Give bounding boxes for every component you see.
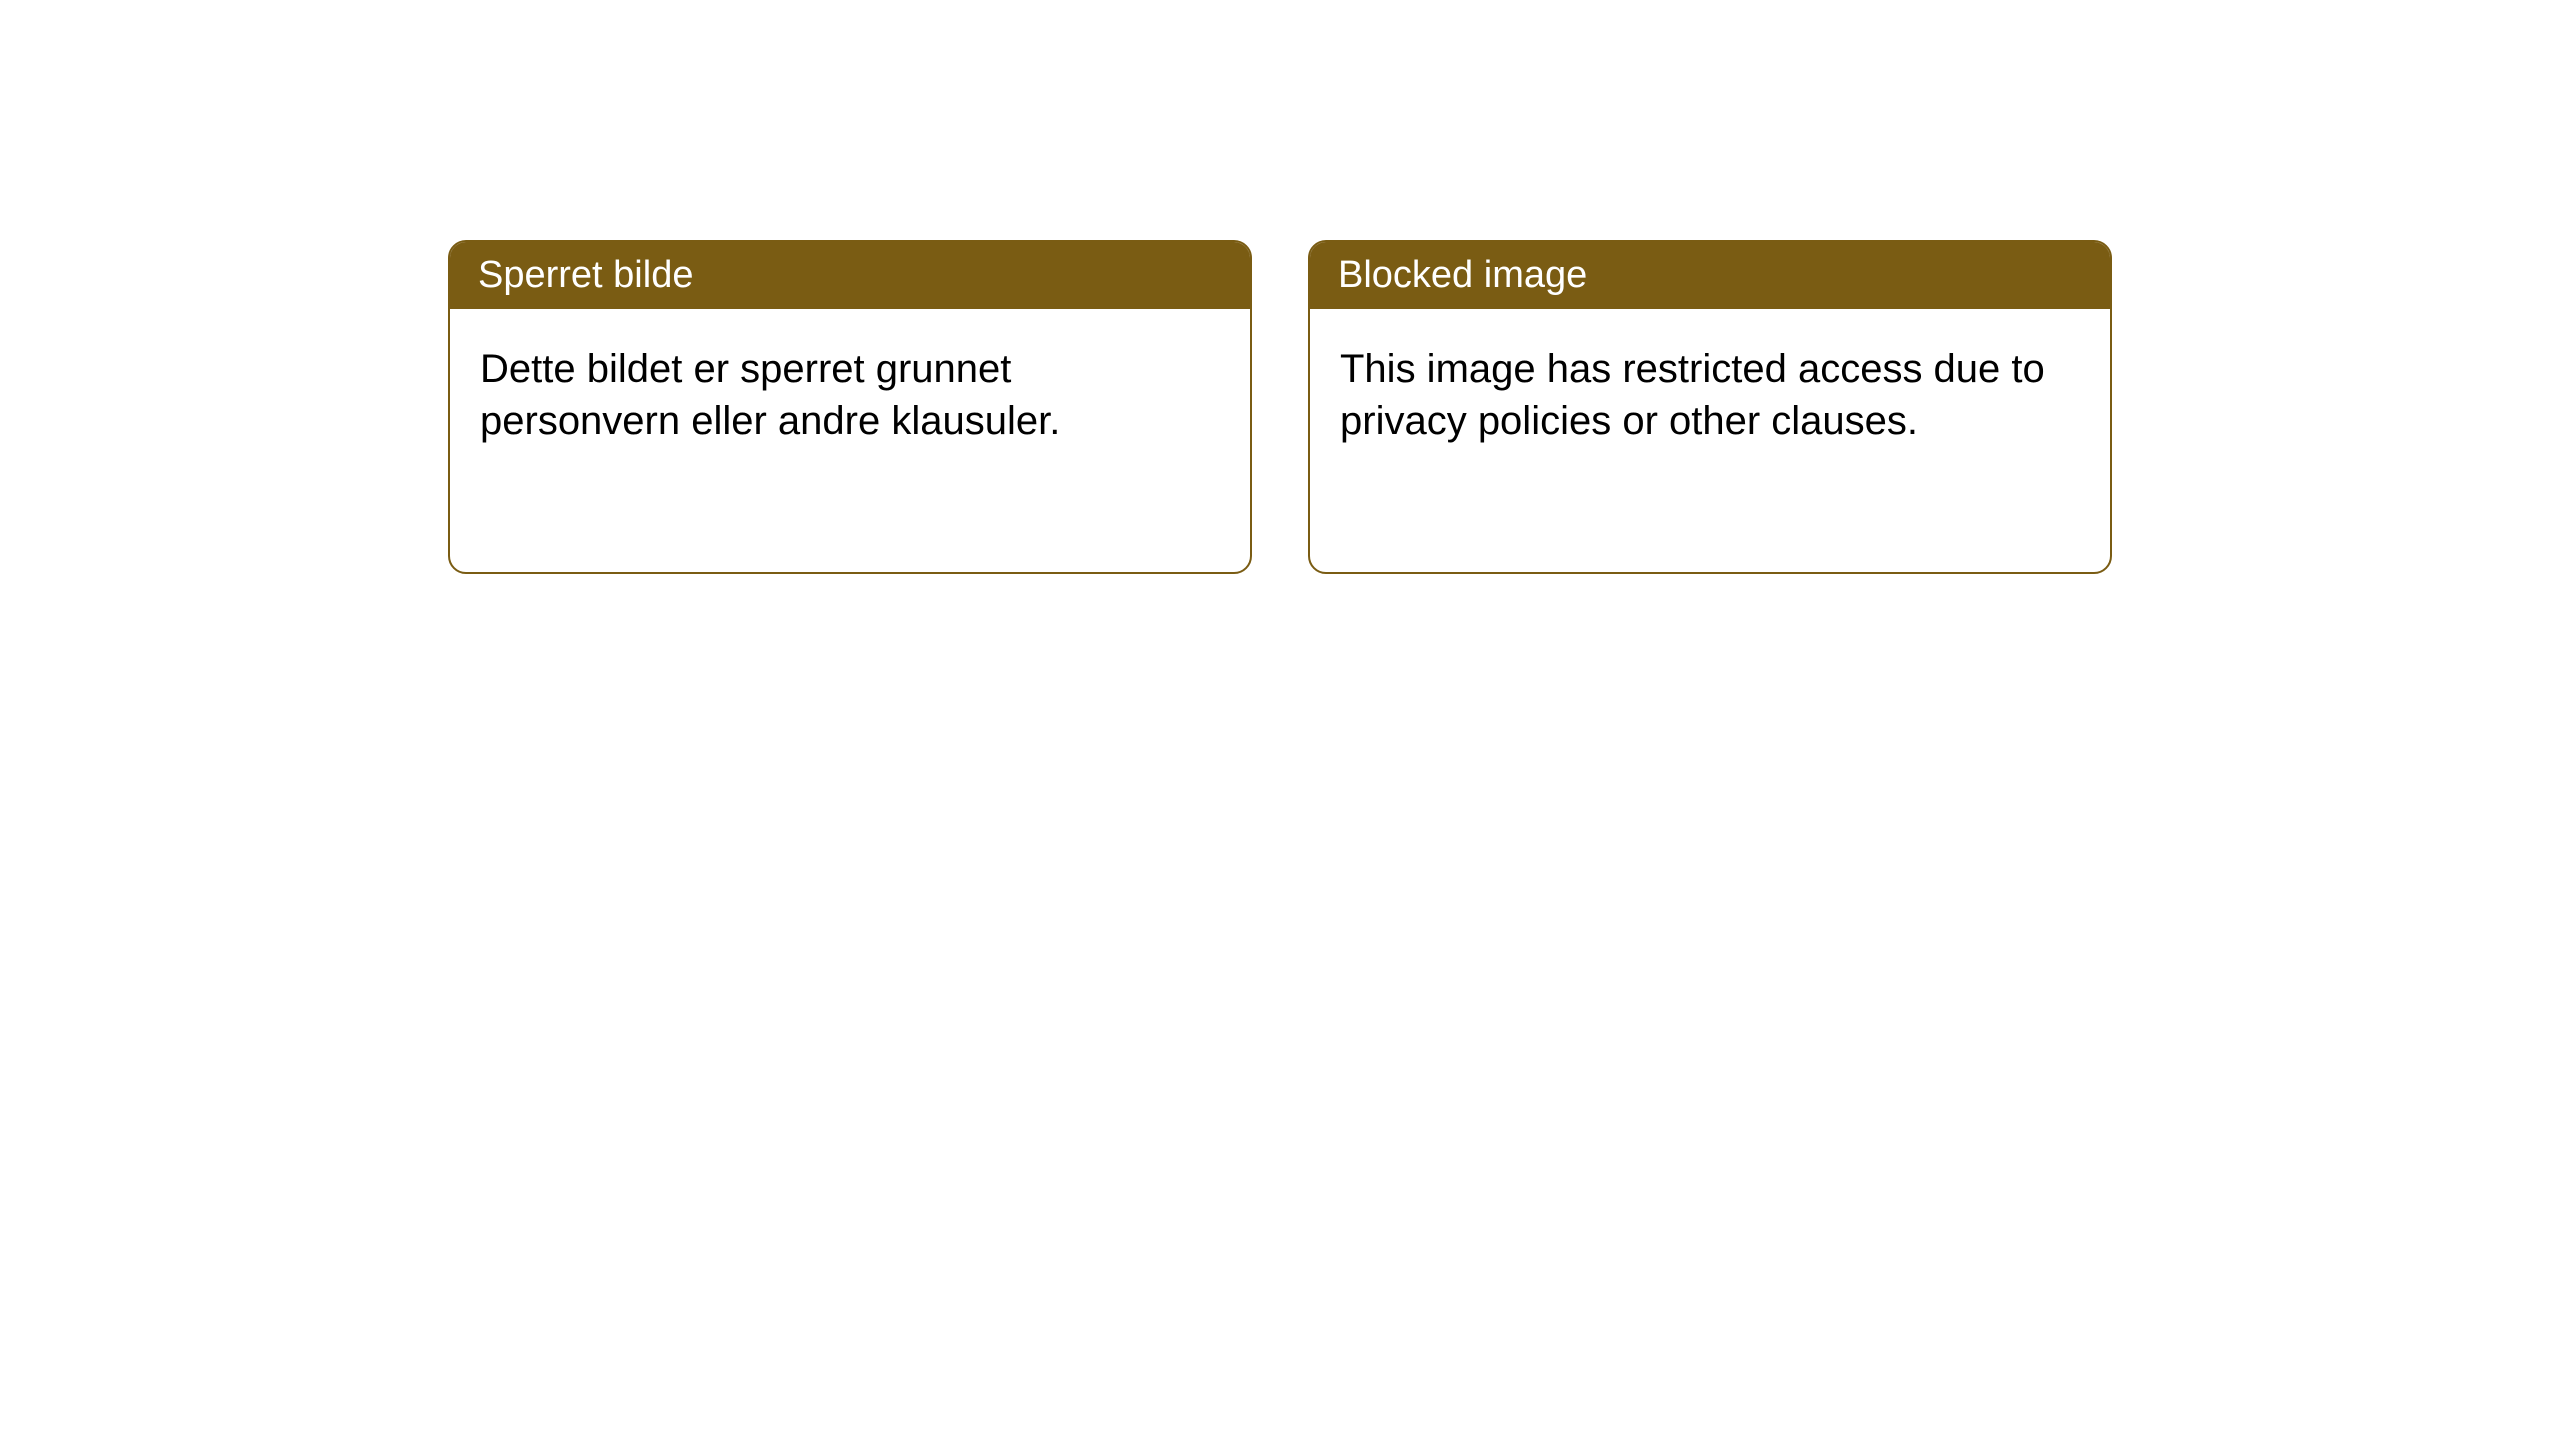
notice-body-english: This image has restricted access due to … [1310, 309, 2110, 481]
notice-body-norwegian: Dette bildet er sperret grunnet personve… [450, 309, 1250, 481]
notice-header-norwegian: Sperret bilde [450, 242, 1250, 309]
notice-card-english: Blocked image This image has restricted … [1308, 240, 2112, 574]
notice-card-norwegian: Sperret bilde Dette bildet er sperret gr… [448, 240, 1252, 574]
notice-header-english: Blocked image [1310, 242, 2110, 309]
notice-container: Sperret bilde Dette bildet er sperret gr… [0, 0, 2560, 574]
